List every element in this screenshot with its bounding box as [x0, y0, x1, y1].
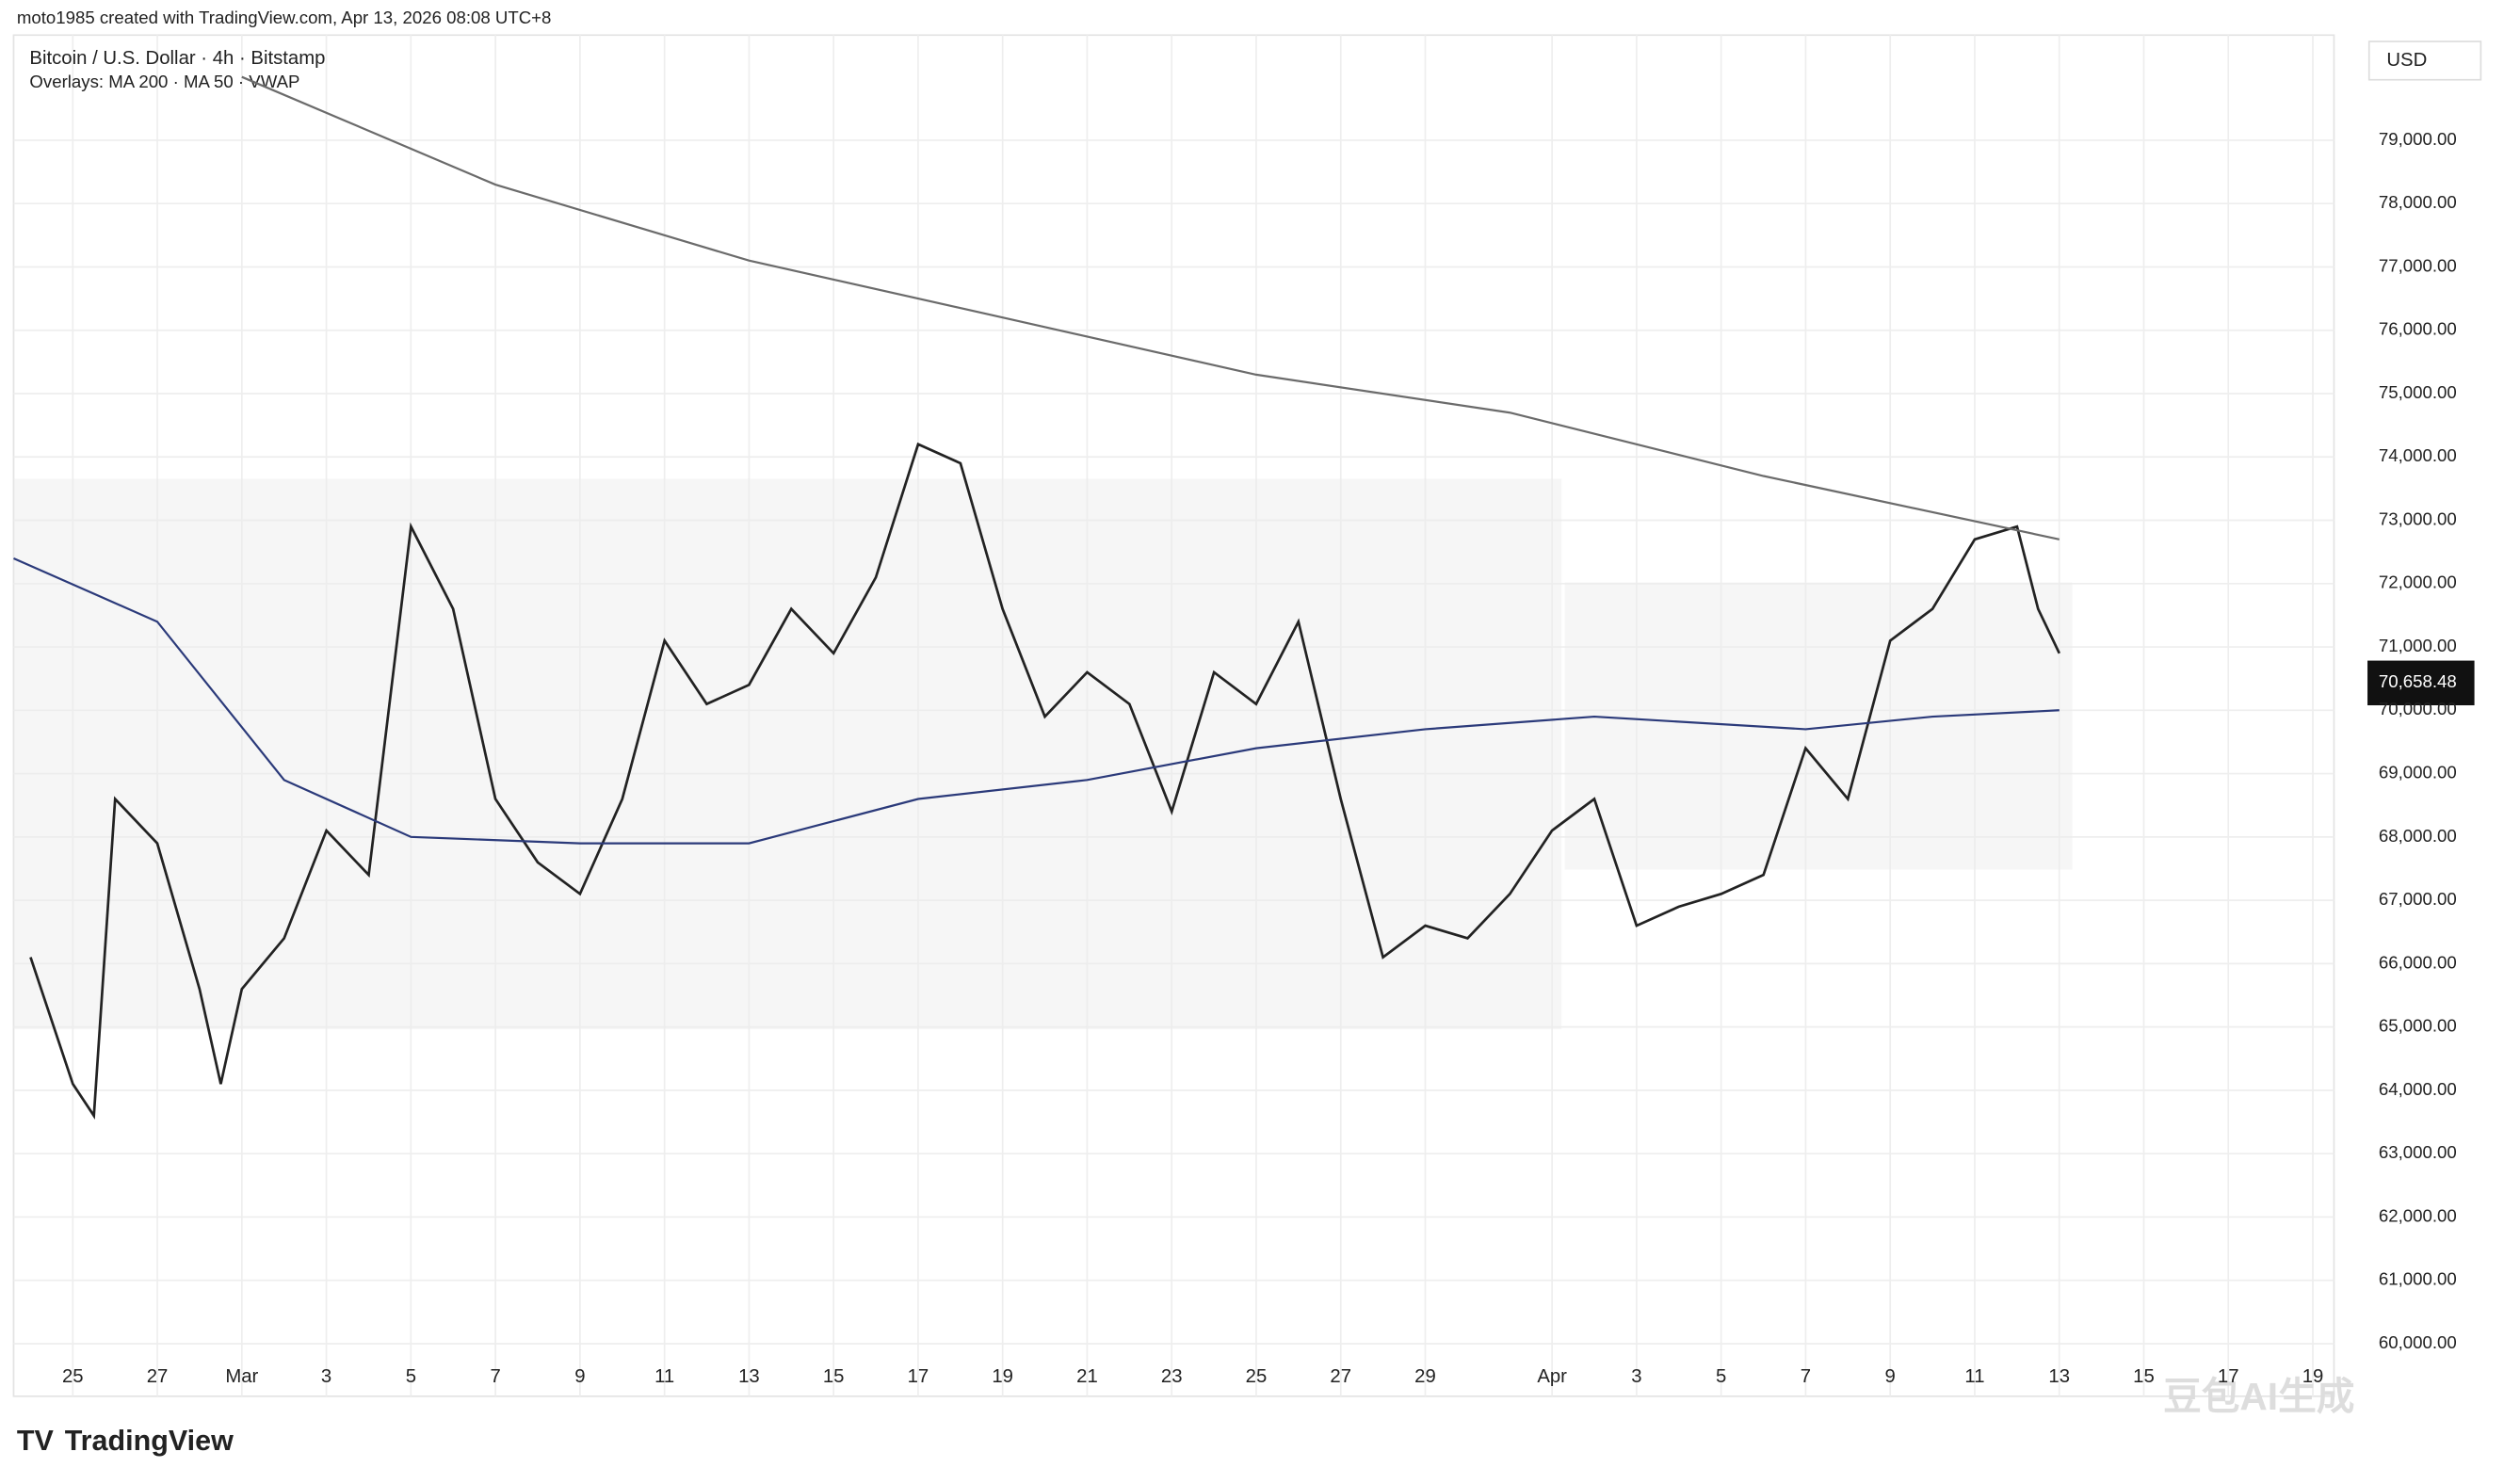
x-tick-label: 9: [1885, 1366, 1896, 1387]
y-tick-label: 78,000.00: [2379, 192, 2457, 212]
y-tick-label: 73,000.00: [2379, 508, 2457, 528]
y-tick-label: 67,000.00: [2379, 889, 2457, 909]
x-tick-label: 11: [654, 1366, 674, 1387]
y-tick-label: 72,000.00: [2379, 573, 2457, 592]
x-tick-label: 17: [908, 1366, 929, 1387]
y-tick-label: 64,000.00: [2379, 1079, 2457, 1099]
x-tick-label: 29: [1414, 1366, 1436, 1387]
y-tick-label: 62,000.00: [2379, 1205, 2457, 1225]
currency: USD: [2386, 50, 2427, 71]
range-box: [13, 478, 1562, 1030]
y-tick-label: 76,000.00: [2379, 319, 2457, 339]
header-title: moto1985 created with TradingView.com, A…: [17, 8, 552, 27]
y-tick-label: 61,000.00: [2379, 1269, 2457, 1289]
watermark: 豆包AI生成: [2163, 1375, 2354, 1418]
currency-box: [2367, 40, 2482, 81]
x-tick-label: 19: [2302, 1366, 2324, 1387]
y-tick-label: 79,000.00: [2379, 129, 2457, 149]
y-tick-label: 69,000.00: [2379, 763, 2457, 782]
x-tick-label: Mar: [225, 1366, 258, 1387]
x-tick-label: 5: [406, 1366, 416, 1387]
x-tick-label: Apr: [1537, 1366, 1567, 1387]
series-line: [13, 556, 2060, 845]
x-tick-label: 5: [1716, 1366, 1726, 1387]
y-tick-label: 68,000.00: [2379, 826, 2457, 846]
y-tick-label: 77,000.00: [2379, 255, 2457, 275]
x-tick-label: 17: [2218, 1366, 2239, 1387]
x-tick-label: 11: [1964, 1366, 1984, 1387]
x-tick-label: 3: [321, 1366, 331, 1387]
x-tick-label: 9: [574, 1366, 585, 1387]
brand: TradingView: [65, 1425, 234, 1457]
x-tick-label: 23: [1161, 1366, 1183, 1387]
x-tick-label: 13: [2048, 1366, 2070, 1387]
last-price-box: [2367, 660, 2475, 706]
x-tick-label: 7: [1801, 1366, 1811, 1387]
x-tick-label: 19: [992, 1366, 1013, 1387]
y-tick-label: 74,000.00: [2379, 445, 2457, 465]
x-tick-label: 25: [1246, 1366, 1268, 1387]
y-tick-label: 70,000.00: [2379, 699, 2457, 718]
y-tick-label: 63,000.00: [2379, 1142, 2457, 1162]
x-tick-label: 7: [490, 1366, 500, 1387]
x-tick-label: 3: [1631, 1366, 1641, 1387]
last-price: 70,658.48: [2379, 671, 2457, 691]
y-tick-label: 60,000.00: [2379, 1332, 2457, 1352]
symbol-info: Bitcoin / U.S. Dollar · 4h · Bitstamp: [29, 48, 325, 69]
series-line: [241, 75, 2060, 540]
x-tick-label: 27: [1330, 1366, 1351, 1387]
overlay-info: Overlays: MA 200 · MA 50 · VWAP: [29, 72, 299, 91]
y-tick-label: 71,000.00: [2379, 636, 2457, 655]
range-box: [1564, 582, 2073, 870]
x-tick-label: 21: [1076, 1366, 1098, 1387]
y-tick-label: 75,000.00: [2379, 382, 2457, 402]
plot-frame: [12, 34, 2335, 1397]
x-tick-label: 27: [147, 1366, 169, 1387]
series-line: [29, 442, 2061, 1120]
y-tick-label: 66,000.00: [2379, 952, 2457, 972]
x-tick-label: 13: [738, 1366, 760, 1387]
tv-logo: TV: [17, 1425, 55, 1457]
x-tick-label: 15: [823, 1366, 845, 1387]
x-tick-label: 25: [62, 1366, 84, 1387]
y-tick-label: 65,000.00: [2379, 1016, 2457, 1036]
x-tick-label: 15: [2133, 1366, 2155, 1387]
